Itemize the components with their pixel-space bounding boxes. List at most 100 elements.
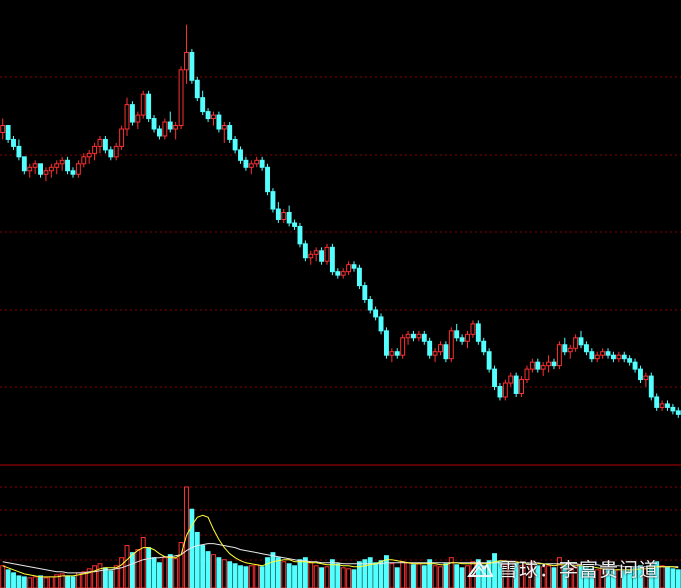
volume-bar xyxy=(605,569,611,588)
volume-bar xyxy=(146,547,152,588)
volume-ma-lines xyxy=(2,514,679,578)
candle-body xyxy=(654,396,660,408)
volume-bar xyxy=(167,554,173,588)
candle-body xyxy=(411,333,416,339)
volume-bar xyxy=(562,565,568,588)
candle-body xyxy=(65,159,71,172)
candle-body xyxy=(211,114,216,120)
candle-body xyxy=(589,351,595,360)
candle-body xyxy=(600,351,606,356)
price-grid xyxy=(0,76,681,388)
candle-body xyxy=(627,358,633,363)
candle-body xyxy=(21,156,27,172)
candle-body xyxy=(302,243,308,259)
candle-body xyxy=(540,365,546,370)
candle-body xyxy=(605,351,611,356)
volume-bar xyxy=(43,577,49,588)
candle-body xyxy=(81,156,87,165)
volume-bar xyxy=(238,565,243,588)
volume-bar xyxy=(329,559,335,588)
volume-bar xyxy=(0,565,6,588)
candle-body xyxy=(216,114,222,130)
candle-body xyxy=(432,351,438,356)
volume-bar xyxy=(184,486,189,588)
candle-body xyxy=(502,382,508,398)
volume-bar xyxy=(297,559,303,588)
candle-body xyxy=(286,212,292,224)
candle-body xyxy=(383,330,389,356)
volume-bar xyxy=(659,565,665,588)
candle-body xyxy=(146,93,152,120)
candle-body xyxy=(254,159,260,165)
volume-bar xyxy=(502,564,508,588)
candle-body xyxy=(610,354,616,360)
candle-body xyxy=(108,149,114,158)
candle-body xyxy=(324,246,330,262)
volume-bar xyxy=(621,570,627,588)
candle-body xyxy=(319,250,325,262)
candle-body xyxy=(27,166,33,172)
candle-body xyxy=(162,121,168,137)
candle-body xyxy=(243,159,249,168)
candle-body xyxy=(308,253,314,259)
candle-body xyxy=(75,163,81,175)
candle-body xyxy=(275,208,281,220)
volume-bar xyxy=(65,575,71,588)
watermark-text: 雪球：李富贵问道 xyxy=(498,559,659,581)
volume-bar xyxy=(216,557,222,588)
candle-body xyxy=(281,212,287,220)
candle-body xyxy=(270,191,276,210)
volume-bar xyxy=(151,557,157,588)
price-panel xyxy=(0,24,681,418)
volume-bar xyxy=(481,565,487,588)
candle-body xyxy=(367,299,373,311)
candle-body xyxy=(459,337,465,342)
candle-body xyxy=(621,354,627,360)
candle-body xyxy=(221,125,227,130)
volume-bar xyxy=(221,559,227,588)
volume-bar xyxy=(135,549,141,588)
candle-body xyxy=(546,361,552,367)
candle-body xyxy=(556,344,562,367)
volume-bar xyxy=(346,568,352,588)
volume-bar xyxy=(48,576,54,588)
volume-bar xyxy=(162,557,168,588)
candle-body xyxy=(470,323,476,335)
candle-body xyxy=(329,246,335,273)
volume-bar xyxy=(319,567,325,588)
candle-body xyxy=(675,410,681,415)
volume-bar xyxy=(351,569,357,588)
candle-body xyxy=(124,104,130,130)
volume-bar xyxy=(11,572,16,588)
candle-body xyxy=(416,333,422,339)
candle-body xyxy=(583,344,589,353)
volume-bar xyxy=(113,565,119,588)
volume-bar xyxy=(232,563,238,588)
candle-body xyxy=(43,170,49,175)
candle-body xyxy=(665,403,670,408)
volume-bar xyxy=(324,566,330,588)
candle-body xyxy=(92,145,98,154)
volume-bar xyxy=(205,551,211,588)
volume-bar xyxy=(546,565,552,588)
volume-ma-long-line xyxy=(2,543,679,574)
volume-bar xyxy=(394,567,400,588)
volume-bar xyxy=(129,552,135,588)
candle-body xyxy=(113,145,119,158)
volume-bar xyxy=(92,565,98,588)
candle-body xyxy=(465,333,470,342)
volume-bar xyxy=(556,557,562,588)
candle-body xyxy=(48,166,54,172)
volume-bar xyxy=(281,561,287,588)
candle-body xyxy=(16,145,22,158)
volume-bar xyxy=(248,565,254,588)
candle-body xyxy=(102,138,108,151)
volume-bar xyxy=(227,561,233,588)
candle-body xyxy=(486,351,492,370)
volume-bar xyxy=(32,576,38,588)
candle-body xyxy=(648,375,654,398)
volume-bar xyxy=(313,565,319,588)
volume-bar xyxy=(259,566,265,588)
candle-body xyxy=(567,347,573,353)
candle-body xyxy=(356,267,362,287)
